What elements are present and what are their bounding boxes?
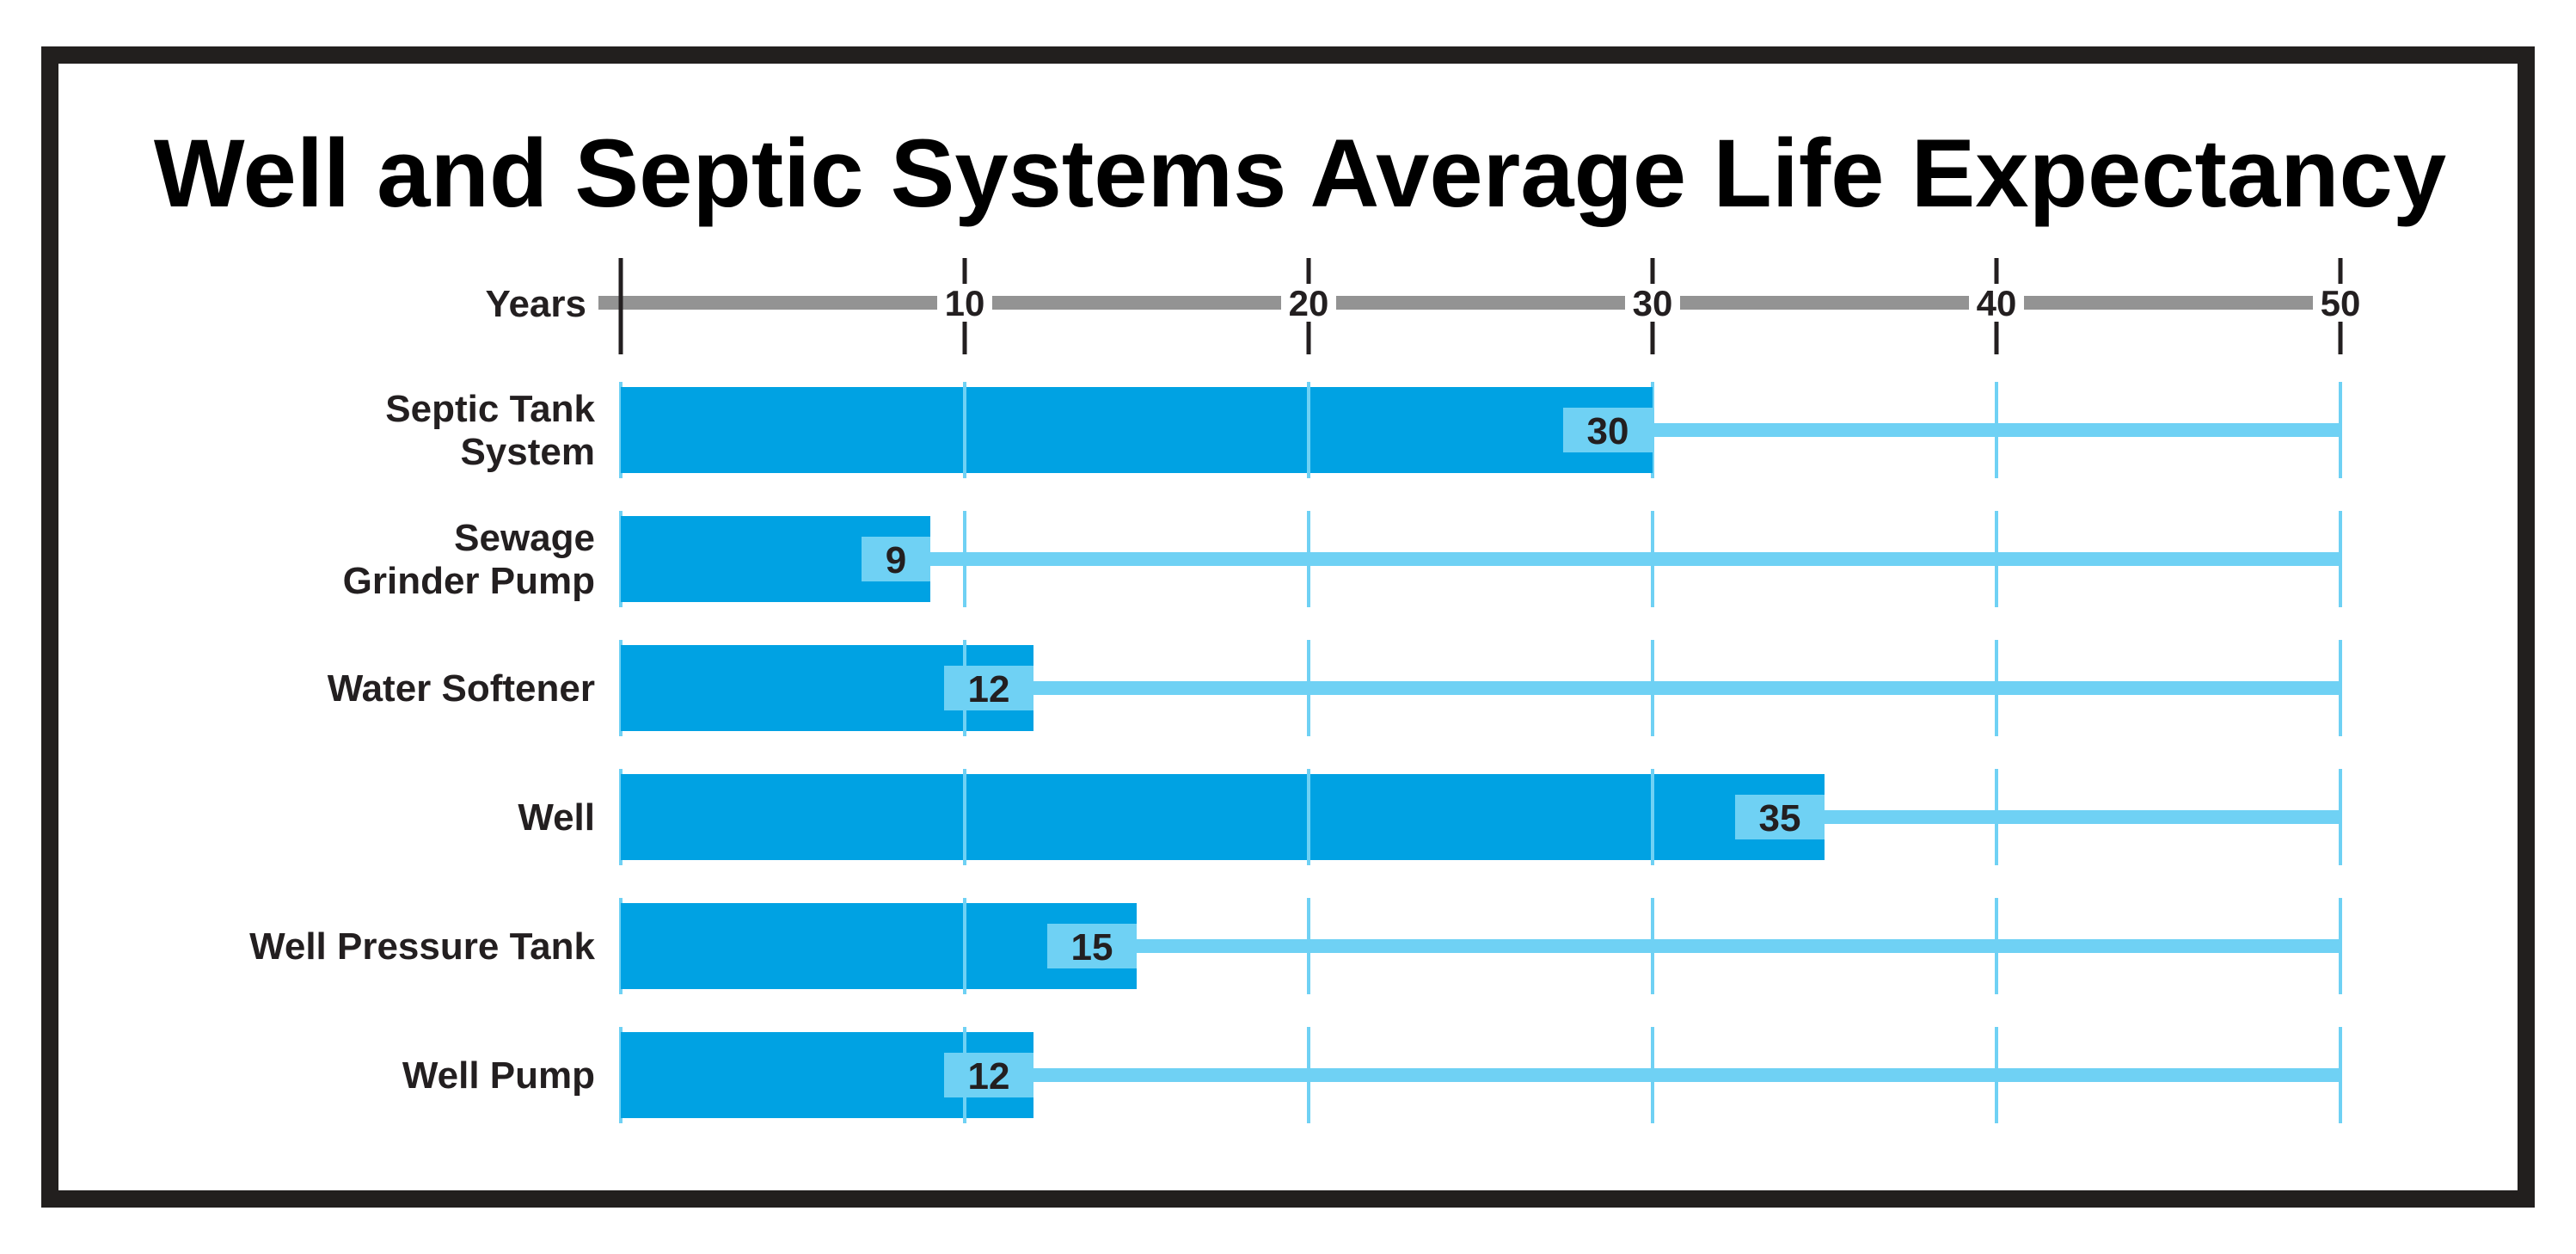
chart-frame [41,46,2535,1208]
value-label-box [1047,924,1137,968]
category-label: Well Pump [402,1054,595,1097]
x-tick-label-bg [937,284,992,322]
value-label: 35 [1759,797,1801,839]
x-axis: Years 10 20 30 40 50 [486,258,2368,354]
x-axis-title: Years [486,283,586,325]
category-label: Well [518,796,595,839]
x-tick-label-bg [2313,284,2368,322]
chart-title: Well and Septic Systems Average Life Exp… [154,120,2446,227]
x-tick-label-bg [1281,284,1336,322]
x-tick-label: 30 [1633,283,1673,323]
x-tick-label: 20 [1289,283,1329,323]
x-tick-label-bg [1625,284,1680,322]
x-tick-label: 40 [1977,283,2017,323]
value-label-box [862,537,930,581]
category-label: Septic Tank [385,388,595,430]
x-tick-label: 10 [945,283,985,323]
category-label: Sewage [454,517,595,559]
value-label-box [1735,795,1825,839]
value-label: 15 [1071,926,1113,968]
value-label: 12 [968,668,1010,710]
bar [621,387,1653,473]
x-tick-label-bg [1969,284,2024,322]
value-label: 12 [968,1055,1010,1097]
value-label-box [944,666,1033,710]
x-tick-label: 50 [2321,283,2361,323]
category-label: System [460,431,595,473]
value-label-box [1563,408,1653,452]
value-label: 9 [886,539,906,581]
value-label-box [944,1053,1033,1097]
value-label: 30 [1587,410,1629,452]
bar [621,774,1825,860]
category-label: Grinder Pump [343,560,595,602]
category-label: Water Softener [328,667,595,710]
category-label: Well Pressure Tank [249,925,595,968]
